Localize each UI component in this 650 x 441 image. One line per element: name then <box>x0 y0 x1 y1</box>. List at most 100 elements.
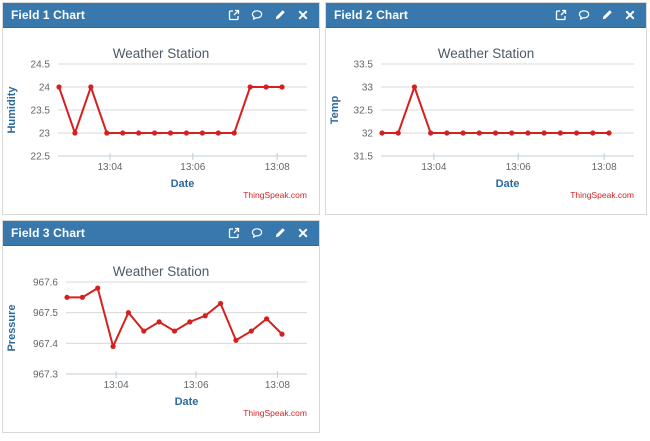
panel-field2-chart: Field 2 Chart Weather Station 31.5 32 32.5 3… <box>325 2 647 215</box>
data-point-marker <box>104 130 110 136</box>
data-point-marker <box>233 337 239 343</box>
panel-header: Field 1 Chart <box>3 3 319 28</box>
data-point-marker <box>183 130 190 136</box>
y-tick-label: 32.5 <box>354 106 374 117</box>
edit-icon[interactable] <box>274 227 286 239</box>
y-axis-title: Humidity <box>6 86 18 134</box>
edit-icon[interactable] <box>274 9 286 21</box>
line-chart-svg: Weather Station 31.5 32 32.5 33 33.5 13:04 13:0… <box>329 46 634 200</box>
data-point-marker <box>263 84 269 90</box>
y-axis-title: Temp <box>329 95 341 124</box>
thingspeak-credits-link[interactable]: ThingSpeak.com <box>243 190 307 200</box>
y-tick-label: 22.5 <box>31 152 51 163</box>
y-tick-label: 33 <box>362 83 374 94</box>
data-point-marker <box>56 84 62 90</box>
data-point-marker <box>264 316 270 322</box>
data-point-marker <box>590 130 596 136</box>
x-tick-label: 13:04 <box>104 380 129 391</box>
x-tick-label: 13:04 <box>421 162 446 173</box>
panel-field3-chart: Field 3 Chart Weather Station 967.3 967.4 9… <box>2 220 320 433</box>
data-point-marker <box>95 285 101 291</box>
comment-icon[interactable] <box>251 227 263 239</box>
panel-body: Weather Station 967.3 967.4 967.5 967.6 13:04… <box>3 246 319 432</box>
data-point-marker <box>525 130 531 136</box>
y-tick-label: 967.3 <box>33 370 58 381</box>
external-link-icon[interactable] <box>228 227 240 239</box>
data-point-marker <box>151 130 158 136</box>
data-point-marker <box>395 130 401 136</box>
x-tick-label: 13:06 <box>183 380 208 391</box>
line-chart-svg: Weather Station 967.3 967.4 967.5 967.6 13:04… <box>6 264 307 418</box>
data-point-marker <box>411 84 418 90</box>
panel-field1-chart: Field 1 Chart Weather Station 22.5 23 23.5 2… <box>2 2 320 215</box>
y-tick-label: 33.5 <box>354 60 374 71</box>
data-point-marker <box>202 313 208 319</box>
close-icon[interactable] <box>297 9 309 21</box>
data-point-marker <box>541 130 547 136</box>
y-axis-title: Pressure <box>6 304 18 351</box>
chart-title: Weather Station <box>113 46 210 61</box>
x-tick-label: 13:06 <box>180 162 205 173</box>
x-tick-label: 13:06 <box>506 162 531 173</box>
thingspeak-credits-link[interactable]: ThingSpeak.com <box>243 408 307 418</box>
data-point-marker <box>125 310 132 316</box>
data-point-marker <box>557 130 563 136</box>
external-link-icon[interactable] <box>228 9 240 21</box>
line-chart-svg: Weather Station 22.5 23 23.5 24 24.5 13:04 13:0… <box>6 46 307 200</box>
data-point-marker <box>476 130 482 136</box>
comment-icon[interactable] <box>578 9 590 21</box>
data-point-marker <box>248 328 254 334</box>
panel-header: Field 3 Chart <box>3 221 319 246</box>
data-point-marker <box>279 84 285 90</box>
y-tick-label: 23 <box>39 129 51 140</box>
y-tick-label: 967.4 <box>33 339 58 350</box>
data-point-marker <box>217 300 224 307</box>
panel-title: Field 2 Chart <box>334 8 408 22</box>
data-point-marker <box>379 130 385 136</box>
panel-title: Field 3 Chart <box>11 226 85 240</box>
data-point-marker <box>110 343 116 349</box>
chart-field1-humidity: Weather Station 22.5 23 23.5 24 24.5 13:04 13:0… <box>3 28 319 214</box>
panel-body: Weather Station 22.5 23 23.5 24 24.5 13:04 13:0… <box>3 28 319 214</box>
comment-icon[interactable] <box>251 9 263 21</box>
data-point-marker <box>79 294 85 300</box>
x-axis-title: Date <box>171 178 195 190</box>
x-axis-title: Date <box>496 178 520 190</box>
data-point-marker <box>428 130 434 136</box>
y-tick-label: 967.6 <box>33 278 58 289</box>
panel-actions <box>228 9 309 21</box>
panel-body: Weather Station 31.5 32 32.5 33 33.5 13:04 13:0… <box>326 28 646 214</box>
close-icon[interactable] <box>297 227 309 239</box>
data-series-line <box>67 287 283 348</box>
panel-actions <box>555 9 636 21</box>
data-point-marker <box>573 130 580 136</box>
data-point-marker <box>171 328 178 334</box>
data-point-marker <box>199 130 205 136</box>
y-tick-label: 967.5 <box>33 308 58 319</box>
x-tick-label: 13:08 <box>592 162 617 173</box>
x-tick-label: 13:08 <box>265 380 290 391</box>
data-point-marker <box>492 130 499 136</box>
x-axis-title: Date <box>175 396 199 408</box>
data-point-marker <box>156 319 162 325</box>
x-tick-label: 13:04 <box>97 162 122 173</box>
y-tick-label: 32 <box>362 129 374 140</box>
panel-title: Field 1 Chart <box>11 8 85 22</box>
data-point-marker <box>120 130 126 136</box>
data-point-marker <box>167 130 174 136</box>
data-point-marker <box>247 84 253 90</box>
external-link-icon[interactable] <box>555 9 567 21</box>
close-icon[interactable] <box>624 9 636 21</box>
edit-icon[interactable] <box>601 9 613 21</box>
data-point-marker <box>509 130 515 136</box>
chart-title: Weather Station <box>113 264 210 279</box>
data-point-marker <box>279 331 285 337</box>
data-point-marker <box>72 130 78 136</box>
data-point-marker <box>141 328 147 334</box>
thingspeak-credits-link[interactable]: ThingSpeak.com <box>570 190 634 200</box>
panel-header: Field 2 Chart <box>326 3 646 28</box>
data-point-marker <box>444 130 450 136</box>
data-point-marker <box>231 130 237 136</box>
data-point-marker <box>187 319 193 325</box>
